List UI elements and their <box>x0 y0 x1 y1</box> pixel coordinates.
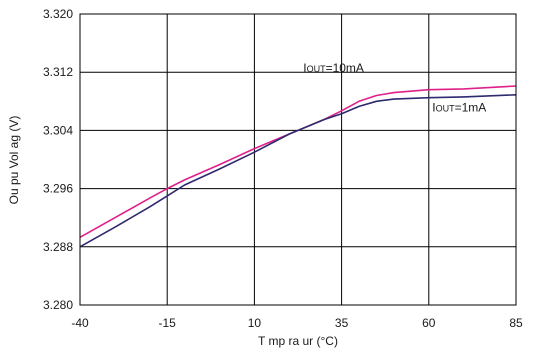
plot-area <box>80 14 516 305</box>
x-tick-label: 10 <box>248 316 262 330</box>
series-lines <box>79 85 517 248</box>
x-tick-label: 60 <box>422 316 436 330</box>
series-annotations: IOUT=10mA IOUT=1mA <box>303 61 486 114</box>
y-tick-label: 3.296 <box>43 182 73 196</box>
x-axis-label: T mp ra ur (°C) <box>258 334 338 348</box>
x-tick-label: -40 <box>71 316 89 330</box>
series-annotation: IOUT=10mA <box>303 61 364 75</box>
plot-frame <box>79 13 517 306</box>
y-tick-label: 3.288 <box>43 240 73 254</box>
y-tick-label: 3.280 <box>43 298 73 312</box>
x-tick-label: 85 <box>509 316 523 330</box>
y-tick-label: 3.320 <box>43 7 73 21</box>
y-axis-label: Ou pu Vol ag (V) <box>7 116 21 205</box>
y-tick-label: 3.312 <box>43 65 73 79</box>
y-tick-labels: 3.280 3.288 3.296 3.304 3.312 3.320 <box>43 7 73 312</box>
series-annotation: IOUT=1mA <box>432 100 486 114</box>
x-tick-label: 35 <box>335 316 349 330</box>
x-tick-label: -15 <box>159 316 177 330</box>
y-tick-label: 3.304 <box>43 123 73 137</box>
series-line-iout-1ma <box>79 94 517 248</box>
x-tick-labels: -40 -15 10 35 60 85 <box>71 316 523 330</box>
